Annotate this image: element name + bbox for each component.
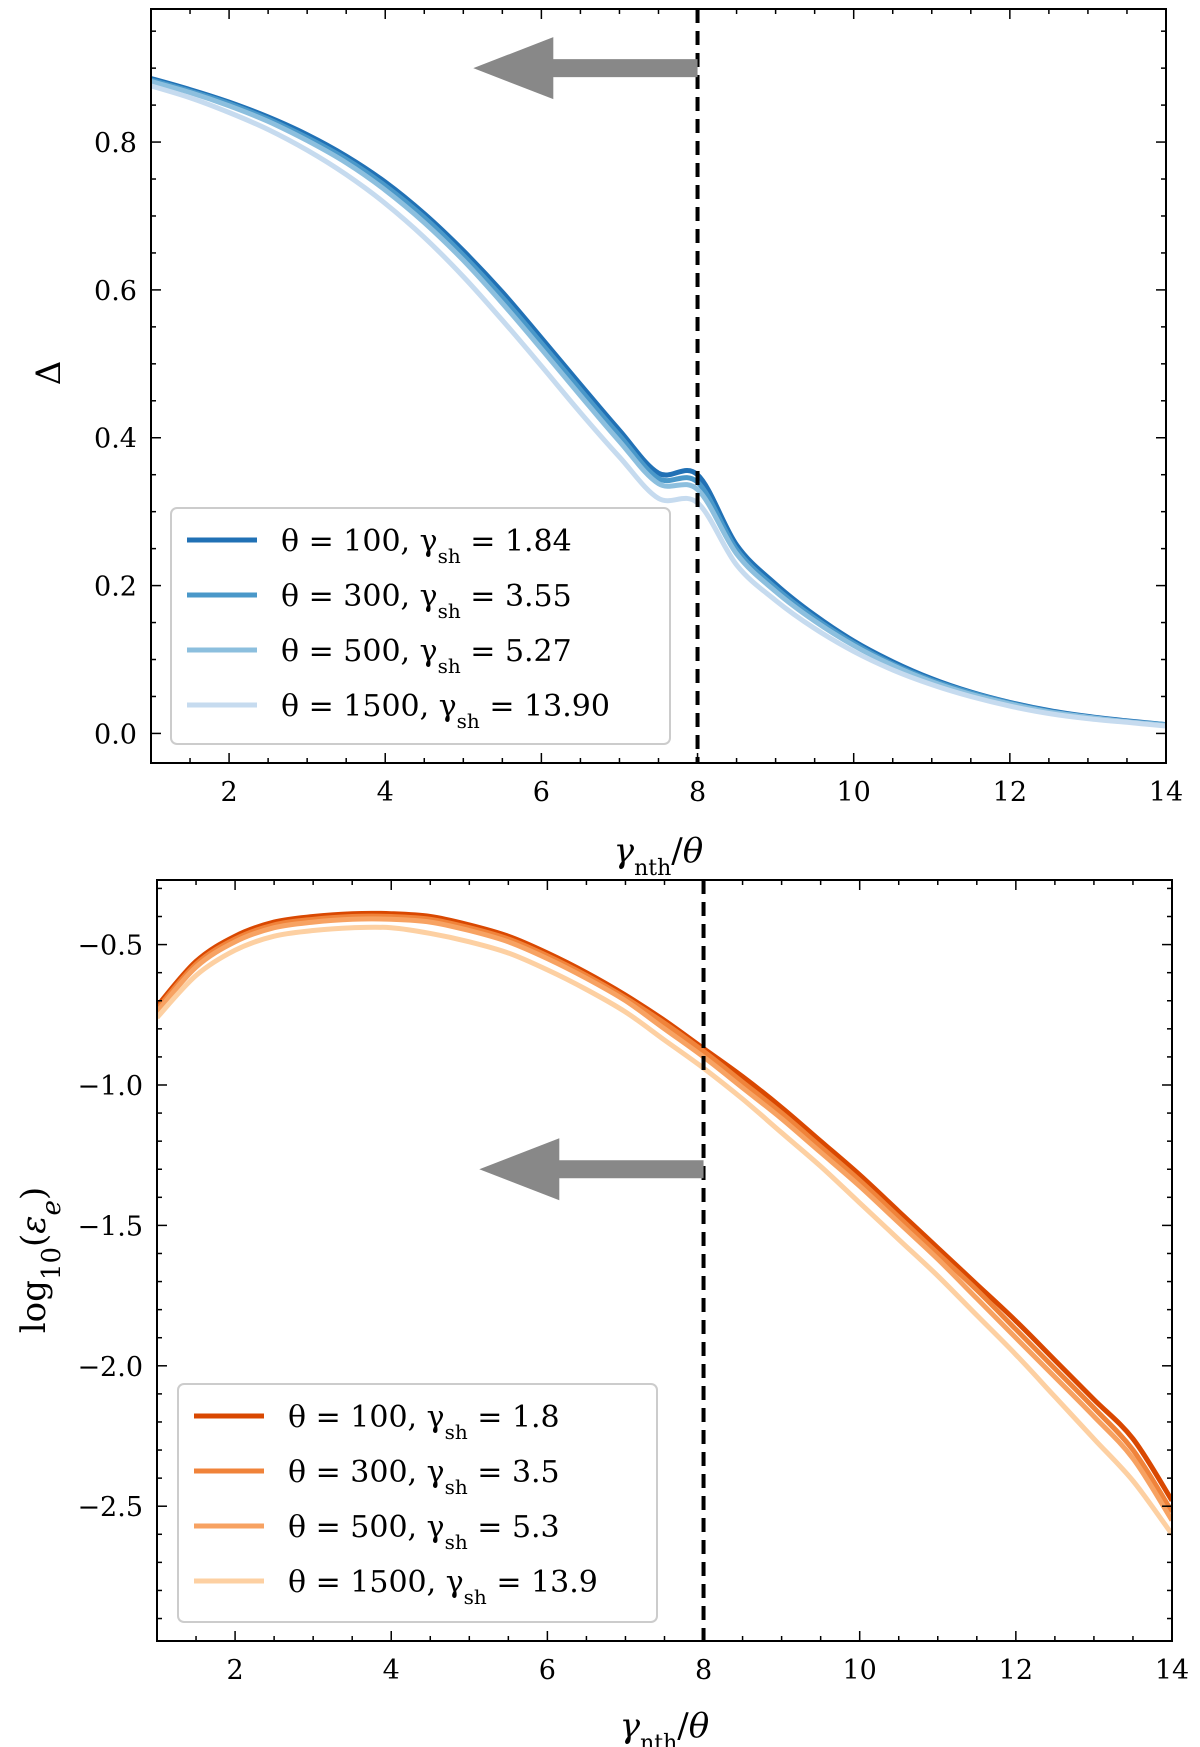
series-line-theta-1500 <box>157 924 1172 1536</box>
y-tick-label: −2.5 <box>77 1492 143 1523</box>
legend-box <box>177 1383 658 1623</box>
y-axis-label: log10(εe) <box>14 1187 67 1333</box>
legend-label: θ = 1500, γsh = 13.9 <box>288 1565 598 1609</box>
series-line-theta-500 <box>157 916 1172 1522</box>
legend-item: θ = 300, γsh = 3.5 <box>194 1455 560 1499</box>
x-tick-label: 6 <box>539 1655 556 1686</box>
ticks: 2 4 6 8 10 12 14 −0.5 −1.0 −1.5 −2.0 −2.5 <box>77 880 1189 1686</box>
legend-item: θ = 500, γsh = 5.27 <box>187 634 572 678</box>
series-line-theta-300 <box>157 913 1172 1514</box>
legend-label: θ = 300, γsh = 3.55 <box>281 579 572 623</box>
x-tick-label: 8 <box>695 1655 712 1686</box>
y-tick-label: −1.0 <box>77 1071 143 1102</box>
y-tick-label: 0.6 <box>94 276 137 307</box>
x-tick-label: 4 <box>377 777 394 808</box>
legend: θ = 100, γsh = 1.8 θ = 300, γsh = 3.5 θ = … <box>177 1383 658 1623</box>
legend-label: θ = 300, γsh = 3.5 <box>288 1455 560 1499</box>
legend-label: θ = 500, γsh = 5.27 <box>281 634 572 678</box>
x-axis-label: γnth/θ <box>620 1706 709 1747</box>
legend: θ = 100, γsh = 1.84 θ = 300, γsh = 3.55 θ … <box>170 507 671 745</box>
left-arrow-icon <box>473 37 698 100</box>
legend-label: θ = 500, γsh = 5.3 <box>288 1510 560 1554</box>
legend-label: θ = 100, γsh = 1.8 <box>288 1400 560 1444</box>
x-tick-label: 10 <box>843 1655 877 1686</box>
x-tick-label: 10 <box>837 777 871 808</box>
legend-item: θ = 100, γsh = 1.84 <box>187 524 572 568</box>
x-tick-label: 4 <box>383 1655 400 1686</box>
y-tick-label: 0.0 <box>94 719 137 750</box>
legend-label: θ = 1500, γsh = 13.90 <box>281 689 610 733</box>
x-tick-label: 12 <box>999 1655 1033 1686</box>
x-tick-label: 14 <box>1155 1655 1189 1686</box>
legend-box <box>170 507 671 745</box>
legend-item: θ = 500, γsh = 5.3 <box>194 1510 560 1554</box>
legend-item: θ = 1500, γsh = 13.9 <box>194 1565 598 1609</box>
x-tick-label: 2 <box>226 1655 243 1686</box>
legend-item: θ = 300, γsh = 3.55 <box>187 579 572 623</box>
y-tick-label: 0.4 <box>94 424 137 455</box>
ticks: 2 4 6 8 10 12 14 0.0 0.2 0.4 0.6 0.8 <box>94 9 1183 808</box>
x-tick-label: 6 <box>533 777 550 808</box>
series-group <box>157 910 1172 1536</box>
left-arrow-icon <box>479 1138 704 1201</box>
y-tick-label: −2.0 <box>77 1352 143 1383</box>
y-tick-label: 0.8 <box>94 128 137 159</box>
y-axis-label: Δ <box>29 361 69 386</box>
legend-item: θ = 1500, γsh = 13.90 <box>187 689 610 733</box>
series-group <box>151 76 1166 729</box>
y-tick-label: −0.5 <box>77 931 143 962</box>
legend-item: θ = 100, γsh = 1.8 <box>194 1400 560 1444</box>
x-axis-label: γnth/θ <box>614 831 703 881</box>
x-tick-label: 12 <box>993 777 1027 808</box>
x-tick-label: 14 <box>1149 777 1183 808</box>
chart-panel-1: 2 4 6 8 10 12 14 0.0 0.2 0.4 0.6 0.8 γnth/θ Δθ = 100,… <box>29 8 1183 881</box>
y-tick-label: 0.2 <box>94 572 137 603</box>
y-tick-label: −1.5 <box>77 1211 143 1242</box>
x-tick-label: 8 <box>689 777 706 808</box>
series-line-theta-1500 <box>151 83 1166 729</box>
legend-label: θ = 100, γsh = 1.84 <box>281 524 572 568</box>
chart-panel-2: 2 4 6 8 10 12 14 −0.5 −1.0 −1.5 −2.0 −2.5 γnth/θ log1… <box>14 879 1189 1747</box>
x-tick-label: 2 <box>220 777 237 808</box>
